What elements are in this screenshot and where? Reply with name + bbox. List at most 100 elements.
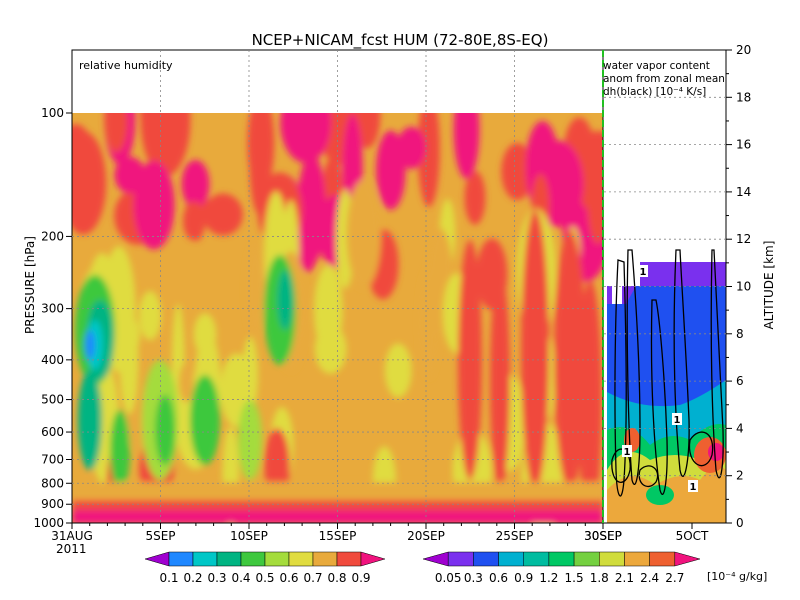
contour-label-bg (622, 445, 632, 457)
wv-colorbar-label: 2.4 (640, 571, 659, 585)
time-tick-label: 30SEP (584, 529, 622, 543)
rh-colorbar-swatch (264, 551, 290, 567)
altitude-tick-label: 2 (736, 469, 744, 483)
pressure-tick-label: 600 (41, 425, 64, 439)
dh-contours: 1 1 1 1 (611, 249, 724, 497)
pressure-tick-label: 200 (41, 229, 64, 243)
altitude-tick-label: 4 (736, 421, 744, 435)
rh-colorbar-label: 0.2 (183, 571, 202, 585)
dh-contour (688, 431, 714, 467)
time-tick-label: 31AUG (51, 529, 93, 543)
pressure-tick-label: 400 (41, 353, 64, 367)
altitude-tick-label: 16 (736, 138, 751, 152)
rh-colorbar-label: 0.7 (303, 571, 322, 585)
right-grid (604, 96, 726, 477)
rh-colorbar-swatch (144, 551, 170, 567)
wv-colorbar-swatch (447, 551, 474, 567)
wv-colorbar-unit: [10⁻⁴ g/kg] (707, 570, 767, 583)
pressure-axis-label: PRESSURE [hPa] (23, 236, 37, 334)
rh-colorbar: 0.1 0.2 0.3 0.4 0.5 0.6 0.7 0.8 0.9 (144, 551, 386, 585)
wv-colorbar: 0.05 0.3 0.6 0.9 1.2 1.5 1.8 2.1 2.4 2.7 (422, 551, 701, 585)
rh-colorbar-swatch (216, 551, 242, 567)
rh-colorbar-swatch (240, 551, 266, 567)
wv-colorbar-swatch (498, 551, 524, 567)
dh-contour (626, 249, 641, 485)
time-tick-label: 15SEP (319, 529, 357, 543)
right-panel-label-3: dh(black) [10⁻⁴ K/s] (603, 86, 706, 98)
wv-colorbar-swatch (473, 551, 499, 567)
wv-colorbar-label: 0.3 (464, 571, 483, 585)
pressure-tick-label: 700 (41, 452, 64, 466)
wv-colorbar-label: 1.8 (590, 571, 609, 585)
left-heatmap (72, 113, 603, 523)
time-tick-label: 5SEP (145, 529, 175, 543)
wv-colorbar-swatch (523, 551, 550, 567)
wv-colorbar-swatch (649, 551, 676, 567)
wv-colorbar-label: 0.6 (489, 571, 508, 585)
wv-colorbar-label: 2.7 (665, 571, 684, 585)
rh-colorbar-swatch (312, 551, 338, 567)
altitude-axis: 0 2 4 6 8 10 12 14 16 18 20 (726, 43, 751, 530)
rh-colorbar-label: 0.4 (231, 571, 250, 585)
dh-contour (710, 249, 724, 479)
dh-contour (611, 448, 631, 483)
contour-label: 1 (624, 447, 631, 458)
dh-contour (650, 299, 668, 495)
dh-contour (614, 259, 627, 497)
wv-colorbar-swatch (573, 551, 600, 567)
altitude-axis-label: ALTITUDE [km] (762, 241, 776, 330)
altitude-tick-label: 10 (736, 280, 751, 294)
rh-colorbar-label: 0.3 (207, 571, 226, 585)
wv-colorbar-label: 0.05 (435, 571, 462, 585)
rh-colorbar-swatch (168, 551, 194, 567)
wv-colorbar-label: 1.5 (565, 571, 584, 585)
time-tick-label: 20SEP (407, 529, 445, 543)
time-tick-label: 5OCT (676, 529, 709, 543)
altitude-tick-label: 12 (736, 232, 751, 246)
contour-label: 1 (690, 482, 697, 493)
time-tick-label: 10SEP (230, 529, 268, 543)
wv-colorbar-label: 2.1 (615, 571, 634, 585)
altitude-tick-label: 6 (736, 374, 744, 388)
rh-colorbar-label: 0.6 (279, 571, 298, 585)
right-panel-label-1: water vapor content (603, 60, 710, 72)
rh-colorbar-label: 0.9 (351, 571, 370, 585)
pressure-tick-label: 100 (41, 106, 64, 120)
contour-label: 1 (674, 415, 681, 426)
rh-colorbar-swatch (192, 551, 218, 567)
time-axis: 31AUG 5SEP 10SEP 15SEP 20SEP 25SEP 30SEP 5OCT30… (51, 523, 709, 543)
pressure-tick-label: 500 (41, 393, 64, 407)
pressure-tick-label: 900 (41, 497, 64, 511)
right-panel-label-2: anom from zonal mean (603, 73, 725, 85)
contour-label-bg (638, 265, 648, 277)
wv-colorbar-swatch (674, 551, 701, 567)
pressure-axis: 100 200 300 400 500 600 700 800 900 1000 (33, 106, 72, 530)
altitude-tick-label: 8 (736, 327, 744, 341)
rh-colorbar-swatch (288, 551, 314, 567)
rh-colorbar-label: 0.1 (159, 571, 178, 585)
pressure-tick-label: 800 (41, 476, 64, 490)
chart-title: NCEP+NICAM_fcst HUM (72-80E,8S-EQ) (252, 31, 549, 50)
altitude-tick-label: 18 (736, 90, 751, 104)
left-panel-label: relative humidity (79, 59, 173, 72)
wv-colorbar-swatch (422, 551, 449, 567)
dh-contour (638, 465, 659, 487)
year-label: 2011 (56, 542, 87, 556)
contour-label: 1 (640, 267, 647, 278)
rh-colorbar-label: 0.8 (327, 571, 346, 585)
wv-colorbar-label: 0.9 (514, 571, 533, 585)
time-tick-label: 30SEP (584, 529, 622, 543)
altitude-tick-label: 0 (736, 516, 744, 530)
pressure-tick-label: 1000 (33, 516, 64, 530)
left-grid (72, 50, 603, 523)
dh-contour (673, 249, 690, 477)
wv-colorbar-swatch (624, 551, 650, 567)
wv-colorbar-swatch (548, 551, 575, 567)
rh-colorbar-swatch (360, 551, 386, 567)
wv-green-patch (646, 485, 674, 505)
rh-colorbar-label: 0.5 (255, 571, 274, 585)
altitude-tick-label: 14 (736, 185, 751, 199)
pressure-tick-label: 300 (41, 302, 64, 316)
right-heatmap: 1 1 1 1 (604, 113, 726, 523)
